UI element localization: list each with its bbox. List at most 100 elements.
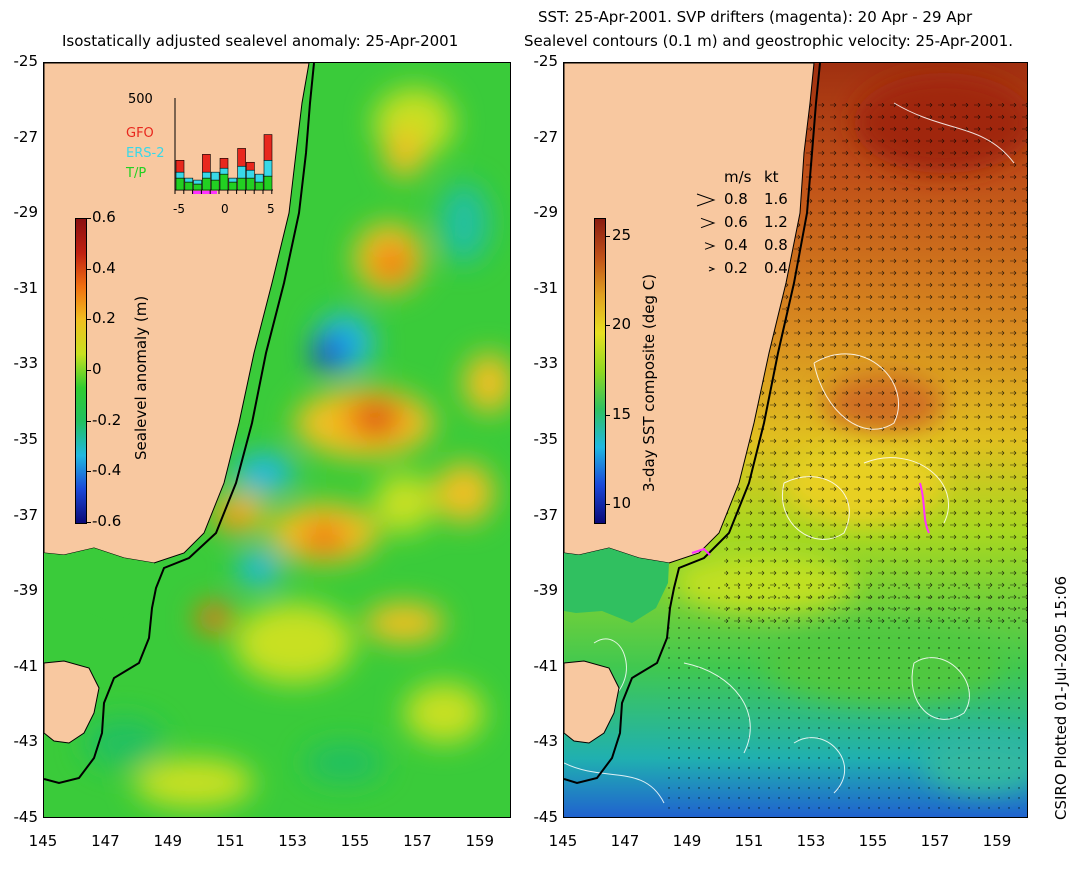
inset-bar-gfo (263, 134, 273, 161)
y-tick-label-left: -37 (13, 505, 39, 524)
sealevel-colorbar-tickmark (87, 471, 91, 473)
sst-colorbar (594, 218, 606, 524)
inset-xtick-0: 0 (221, 202, 229, 216)
x-tick-label-right: 157 (920, 832, 950, 850)
x-tick-label-left: 149 (153, 832, 183, 850)
y-tick-label-right: -37 (533, 505, 559, 524)
sst-colorbar-tick: 20 (612, 315, 632, 334)
sst-colorbar-tick: 25 (612, 225, 632, 244)
inset-bar-ers (219, 167, 229, 175)
inset-ymax-label: 500 (128, 92, 153, 107)
shelf-break-contour-right (564, 63, 821, 785)
x-tick-label-right: 155 (858, 832, 888, 850)
sealevel-colorbar-tick: -0.2 (92, 410, 122, 429)
sealevel-contours (564, 102, 1015, 804)
sealevel-colorbar (75, 218, 87, 524)
inset-drifter-window (192, 191, 217, 194)
sealevel-colorbar-tick: 0.6 (92, 208, 116, 226)
y-tick-label-left: -33 (13, 354, 39, 373)
sst-colorbar-tickmark (606, 504, 610, 506)
inset-bar-gfo (175, 160, 185, 173)
inset-legend-ers2: ERS-2 (126, 146, 165, 161)
inset-bar-tp (263, 175, 273, 191)
inset-bar-gfo (237, 148, 246, 167)
x-tick-label-right: 145 (548, 832, 578, 850)
y-tick-label-right: -45 (533, 808, 559, 826)
velocity-legend-kt: 0.8 (764, 236, 788, 254)
velocity-scale-arrow (696, 193, 716, 207)
inset-bar-ers (246, 169, 255, 179)
sealevel-colorbar-tickmark (87, 319, 91, 321)
inset-bar-tp (228, 181, 238, 191)
sealevel-anomaly-field (44, 63, 510, 817)
tasmania-landmass-right (564, 660, 620, 744)
tasmania-landmass (44, 660, 100, 744)
sst-field (564, 63, 1027, 817)
x-tick-label-right: 159 (982, 832, 1012, 850)
inset-xtick-neg5: -5 (173, 202, 185, 216)
sealevel-colorbar-tickmark (87, 420, 91, 422)
right-map-title-line2: Sealevel contours (0.1 m) and geostrophi… (524, 32, 1014, 50)
inset-bar-ers (202, 171, 211, 179)
drifter-track (919, 482, 930, 534)
velocity-legend-ms-header: m/s (724, 168, 752, 186)
inset-bar-tp (246, 177, 255, 191)
inset-bar-ers (184, 177, 194, 183)
sealevel-colorbar-tickmark (87, 218, 91, 219)
velocity-legend-ms: 0.2 (724, 259, 748, 277)
inset-bar-chart (174, 98, 273, 194)
velocity-legend-ms: 0.4 (724, 236, 748, 254)
sst-colorbar-tick: 10 (612, 494, 632, 513)
inset-legend-tp: T/P (126, 166, 147, 181)
inset-bar-ers (193, 179, 202, 185)
inset-bar-tp (254, 181, 264, 191)
x-tick-label-left: 145 (28, 832, 58, 850)
velocity-scale-arrow (700, 217, 716, 229)
inset-bar-ers (263, 160, 273, 177)
sealevel-colorbar-tick: -0.4 (92, 461, 122, 480)
x-tick-label-left: 151 (215, 832, 245, 850)
x-tick-label-left: 157 (403, 832, 432, 850)
y-tick-label-left: -25 (13, 52, 39, 70)
y-tick-label-left: -45 (13, 808, 39, 826)
x-tick-label-left: 153 (278, 832, 307, 850)
velocity-legend-ms: 0.6 (724, 213, 748, 231)
x-tick-label-left: 147 (91, 832, 120, 850)
y-tick-label-right: -29 (533, 203, 559, 222)
inset-bar-gfo (219, 158, 229, 169)
sst-colorbar-title: 3-day SST composite (deg C) (640, 273, 658, 492)
plot-credit: CSIRO Plotted 01-Jul-2005 15:06 (1052, 575, 1070, 820)
inset-bar-tp (237, 177, 246, 191)
y-tick-label-right: -43 (533, 732, 559, 751)
x-tick-label-right: 151 (734, 832, 764, 850)
y-tick-label-right: -27 (533, 127, 559, 146)
sealevel-colorbar-tickmark (87, 268, 91, 270)
y-tick-label-left: -41 (13, 656, 39, 675)
y-tick-label-left: -43 (13, 732, 39, 751)
right-map-title-line1: SST: 25-Apr-2001. SVP drifters (magenta)… (538, 8, 973, 26)
inset-bar-ers (210, 171, 220, 181)
inset-bar-gfo (246, 161, 255, 171)
y-tick-label-right: -41 (533, 656, 559, 675)
x-tick-label-right: 147 (610, 832, 640, 850)
sst-colorbar-tickmark (606, 235, 610, 237)
inset-bar-ers (175, 171, 185, 179)
sealevel-colorbar-tick: 0.2 (92, 309, 116, 328)
velocity-scale-arrow (704, 242, 716, 250)
x-tick-label-left: 155 (340, 832, 370, 850)
x-tick-label-left: 159 (465, 832, 495, 850)
sealevel-colorbar-tick: 0.4 (92, 258, 116, 277)
velocity-scale-arrow (708, 266, 716, 272)
y-tick-label-right: -35 (533, 430, 559, 448)
inset-bar-gfo (202, 154, 211, 173)
inset-bar-tp (184, 181, 194, 191)
sst-colorbar-tickmark (606, 414, 610, 416)
drifter-track-coastal (691, 547, 711, 556)
y-tick-label-left: -31 (13, 278, 39, 297)
velocity-legend-kt-header: kt (764, 168, 779, 186)
sst-colorbar-tickmark (606, 325, 610, 327)
inset-bar-tp (219, 173, 229, 191)
y-tick-label-left: -29 (13, 203, 39, 222)
inset-bar-tp (193, 183, 202, 191)
velocity-legend-ms: 0.8 (724, 190, 748, 208)
